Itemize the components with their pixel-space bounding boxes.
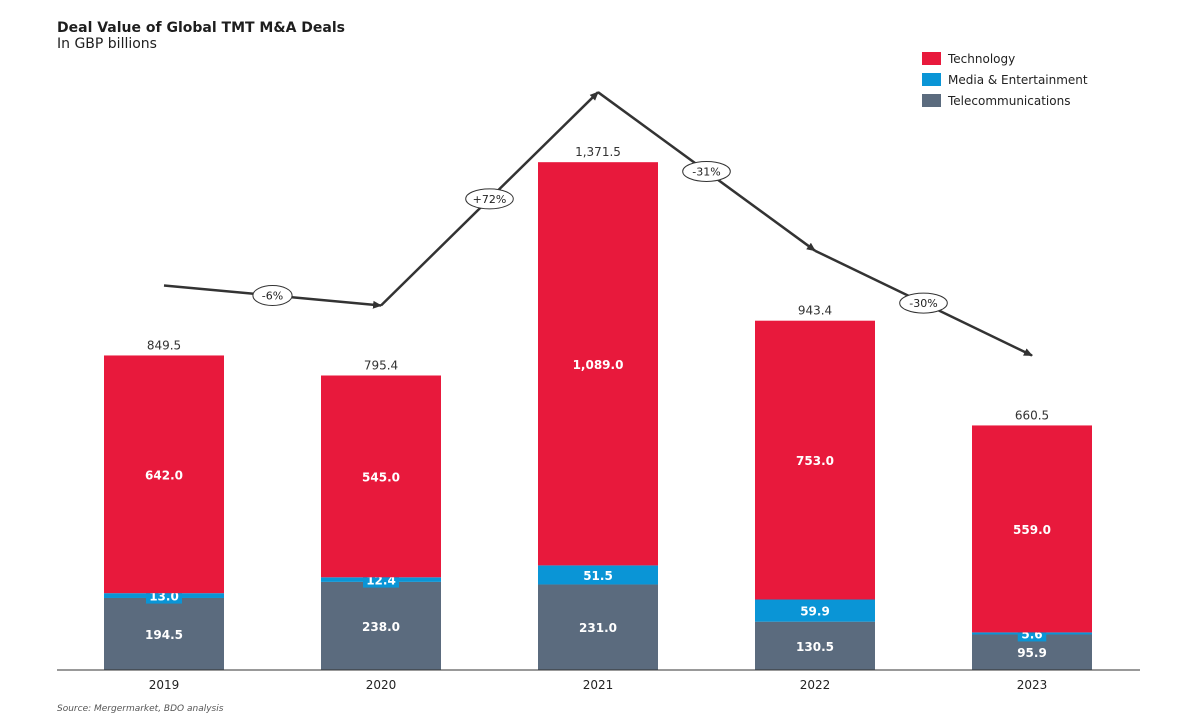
legend-item-technology: Technology: [922, 48, 1088, 69]
change-badge-2021: [465, 188, 514, 210]
label-telecommunications-2022: 130.5: [796, 640, 834, 654]
change-badge-2022: [682, 160, 731, 182]
change-badge-2023: [899, 292, 948, 314]
legend-label-telecom: Telecommunications: [948, 93, 1071, 108]
total-label-2019: 849.5: [147, 338, 181, 352]
x-tick-label-2020: 2020: [366, 678, 397, 692]
label-technology-2021: 1,089.0: [573, 358, 624, 372]
legend-swatch-media: [922, 73, 941, 86]
bar-telecommunications-2019: [104, 597, 224, 670]
bar-telecommunications-2020: [321, 581, 441, 670]
label-telecommunications-2021: 231.0: [579, 621, 617, 635]
change-label-2023: -30%: [909, 297, 937, 310]
bar-telecommunications-2021: [538, 584, 658, 670]
total-label-2020: 795.4: [364, 358, 398, 372]
legend: Technology Media & Entertainment Telecom…: [922, 48, 1088, 111]
label-telecommunications-2020: 238.0: [362, 620, 400, 634]
label-telecommunications-2023: 95.9: [1017, 646, 1047, 660]
legend-swatch-telecom: [922, 94, 941, 107]
total-label-2022: 943.4: [798, 304, 832, 318]
source-note: Source: Mergermarket, BDO analysis: [57, 704, 224, 714]
x-tick-label-2023: 2023: [1017, 678, 1048, 692]
legend-swatch-technology: [922, 52, 941, 65]
label-telecommunications-2019: 194.5: [145, 628, 183, 642]
change-label-2020: -6%: [262, 289, 283, 302]
change-label-2022: -31%: [692, 165, 720, 178]
bar-technology-2020: [321, 375, 441, 578]
label-media-entertainment-2022: 59.9: [800, 605, 830, 619]
stacked-bar-chart: 194.513.0642.0849.52019238.012.4545.0795…: [57, 91, 1140, 692]
bar-technology-2023: [972, 425, 1092, 633]
x-tick-label-2022: 2022: [800, 678, 831, 692]
bar-media-entertainment-2021: [538, 565, 658, 585]
legend-label-technology: Technology: [948, 51, 1016, 66]
bar-technology-2022: [755, 320, 875, 600]
bar-telecommunications-2022: [755, 621, 875, 670]
legend-item-media: Media & Entertainment: [922, 69, 1088, 90]
chart-title: Deal Value of Global TMT M&A Deals: [57, 20, 345, 36]
label-technology-2019: 642.0: [145, 468, 183, 482]
label-media-entertainment-2021: 51.5: [583, 569, 613, 583]
x-tick-label-2021: 2021: [583, 678, 614, 692]
bar-technology-2021: [538, 162, 658, 566]
label-technology-2022: 753.0: [796, 454, 834, 468]
change-badge-2020: [252, 284, 293, 306]
total-label-2021: 1,371.5: [575, 145, 621, 159]
bar-technology-2019: [104, 355, 224, 594]
label-technology-2020: 545.0: [362, 470, 400, 484]
chart-subtitle: In GBP billions: [57, 36, 157, 52]
change-label-2021: +72%: [473, 193, 507, 206]
total-label-2023: 660.5: [1015, 408, 1049, 422]
legend-label-media: Media & Entertainment: [948, 72, 1088, 87]
x-tick-label-2019: 2019: [149, 678, 180, 692]
legend-item-telecom: Telecommunications: [922, 90, 1088, 111]
label-technology-2023: 559.0: [1013, 523, 1051, 537]
bar-media-entertainment-2022: [755, 599, 875, 622]
